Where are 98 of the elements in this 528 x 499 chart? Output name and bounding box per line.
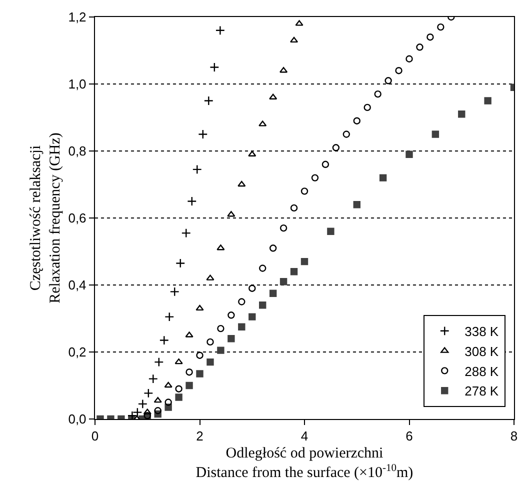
x-tick-label: 2 <box>196 428 204 444</box>
point <box>374 90 382 98</box>
point <box>280 224 288 232</box>
point <box>238 180 246 187</box>
point <box>300 188 308 195</box>
point <box>322 160 330 168</box>
point <box>227 211 236 217</box>
point <box>154 357 164 367</box>
point <box>238 298 246 306</box>
point <box>437 23 444 31</box>
point <box>290 36 298 43</box>
point <box>269 244 277 252</box>
legend-label: 308 K <box>464 344 499 359</box>
point <box>379 174 387 182</box>
point <box>300 258 308 266</box>
legend-label: 278 K <box>464 384 499 399</box>
point <box>332 144 340 152</box>
legend-label: 338 K <box>464 324 499 339</box>
point <box>164 382 172 388</box>
point <box>353 117 360 124</box>
point <box>248 284 256 292</box>
point <box>295 20 304 26</box>
point <box>290 204 298 212</box>
point <box>228 312 235 319</box>
point <box>426 34 434 41</box>
point <box>175 394 182 401</box>
point <box>406 150 413 158</box>
point <box>290 268 298 276</box>
point <box>176 258 186 268</box>
point <box>248 150 256 156</box>
point <box>198 129 208 140</box>
x-tick-label: 4 <box>300 428 308 444</box>
point <box>432 130 440 138</box>
y-tick-label: 1,2 <box>68 10 86 25</box>
point <box>217 346 224 354</box>
point <box>154 407 162 414</box>
point <box>185 332 194 338</box>
y-axis-title: Częstotliwość relaksacji Relaxation frequency (GHz) <box>28 132 64 304</box>
point <box>196 370 204 378</box>
point <box>186 368 193 376</box>
point <box>181 228 191 238</box>
x-tick-label: 6 <box>406 428 413 444</box>
point <box>416 44 424 51</box>
y-tick-label: 0,8 <box>68 144 86 159</box>
x-axis-title: Odległość od powierzchni Distance from the surface (×10$^{-10}$m) <box>196 446 414 482</box>
point <box>342 130 350 138</box>
point <box>206 358 214 366</box>
point <box>259 302 266 309</box>
y-tick-label: 0,4 <box>68 278 86 293</box>
point <box>186 382 193 390</box>
point <box>164 398 172 406</box>
x-tick-label: 0 <box>91 428 99 444</box>
point <box>269 290 277 297</box>
point <box>248 313 256 320</box>
legend-label: 288 K <box>464 364 499 379</box>
point <box>353 201 360 208</box>
point <box>164 312 174 322</box>
point <box>206 274 214 280</box>
point <box>170 286 180 296</box>
y-tick-label: 0,2 <box>68 344 86 360</box>
point <box>238 323 246 330</box>
point <box>154 396 162 403</box>
point <box>175 385 182 392</box>
point <box>364 104 371 112</box>
point <box>204 96 214 106</box>
point <box>484 97 492 104</box>
point <box>206 338 214 346</box>
point <box>144 388 154 398</box>
point <box>187 196 197 206</box>
y-tick-label: 0,6 <box>68 210 86 226</box>
point <box>210 62 220 72</box>
point <box>228 335 235 342</box>
y-tick-label: 0,0 <box>68 412 86 427</box>
point <box>132 408 142 418</box>
y-tick-label: 1,0 <box>68 76 86 92</box>
point <box>196 352 204 359</box>
point <box>138 399 148 409</box>
point <box>174 358 183 364</box>
point <box>159 335 169 346</box>
point <box>192 164 202 174</box>
point <box>311 174 319 182</box>
point <box>259 264 266 272</box>
point <box>216 244 225 250</box>
point <box>458 110 466 118</box>
point <box>215 26 225 36</box>
point <box>384 77 392 84</box>
point <box>280 278 288 286</box>
point <box>269 94 278 100</box>
point <box>406 55 413 62</box>
point <box>196 304 204 311</box>
point <box>395 67 402 74</box>
point <box>217 324 224 332</box>
point <box>127 410 137 419</box>
x-tick-label: 8 <box>510 428 518 444</box>
point <box>258 120 267 126</box>
point <box>327 228 334 235</box>
point <box>143 408 152 414</box>
point <box>148 374 158 384</box>
